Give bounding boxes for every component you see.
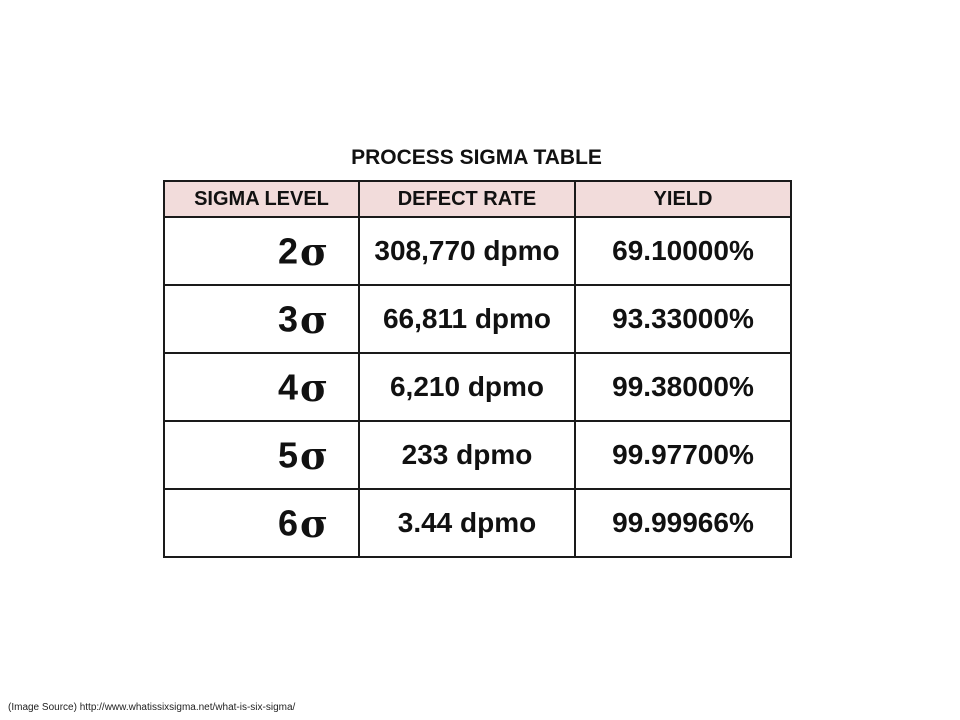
table-header-row: SIGMA LEVEL DEFECT RATE YIELD — [163, 180, 792, 218]
sigma-symbol: σ — [299, 432, 328, 478]
column-header-yield: YIELD — [574, 180, 792, 218]
defect-rate-cell: 66,811 dpmo — [358, 284, 576, 354]
defect-rate-cell: 6,210 dpmo — [358, 352, 576, 422]
sigma-level-cell: 6σ — [163, 488, 360, 558]
table-row: 6σ 3.44 dpmo 99.99966% — [163, 488, 792, 558]
column-header-defect-rate: DEFECT RATE — [358, 180, 576, 218]
table-row: 4σ 6,210 dpmo 99.38000% — [163, 352, 792, 422]
yield-cell: 93.33000% — [574, 284, 792, 354]
sigma-level-number: 4 — [277, 366, 298, 407]
yield-cell: 99.97700% — [574, 420, 792, 490]
sigma-level-number: 5 — [277, 434, 298, 475]
sigma-level-cell: 5σ — [163, 420, 360, 490]
sigma-level-number: 6 — [277, 502, 298, 543]
process-sigma-table: SIGMA LEVEL DEFECT RATE YIELD 2σ 308,770… — [163, 180, 792, 558]
yield-cell: 99.38000% — [574, 352, 792, 422]
defect-rate-cell: 233 dpmo — [358, 420, 576, 490]
sigma-symbol: σ — [299, 364, 328, 410]
defect-rate-cell: 3.44 dpmo — [358, 488, 576, 558]
sigma-level-number: 2 — [277, 230, 298, 271]
table-row: 2σ 308,770 dpmo 69.10000% — [163, 216, 792, 286]
image-source-caption: (Image Source) http://www.whatissixsigma… — [8, 702, 296, 713]
sigma-symbol: σ — [299, 296, 328, 342]
table-title: PROCESS SIGMA TABLE — [351, 146, 602, 169]
sigma-level-cell: 2σ — [163, 216, 360, 286]
yield-cell: 69.10000% — [574, 216, 792, 286]
table-row: 3σ 66,811 dpmo 93.33000% — [163, 284, 792, 354]
defect-rate-cell: 308,770 dpmo — [358, 216, 576, 286]
sigma-symbol: σ — [299, 500, 328, 546]
yield-cell: 99.99966% — [574, 488, 792, 558]
table-row: 5σ 233 dpmo 99.97700% — [163, 420, 792, 490]
sigma-level-cell: 4σ — [163, 352, 360, 422]
column-header-sigma-level: SIGMA LEVEL — [163, 180, 360, 218]
sigma-level-number: 3 — [277, 298, 298, 339]
sigma-symbol: σ — [299, 228, 328, 274]
sigma-level-cell: 3σ — [163, 284, 360, 354]
